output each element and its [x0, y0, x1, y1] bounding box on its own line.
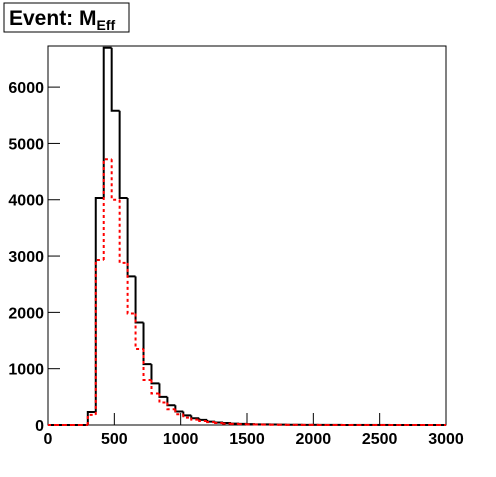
x-tick-label: 0	[44, 431, 53, 448]
x-tick-label: 2000	[296, 431, 332, 448]
y-tick-label: 1000	[8, 362, 44, 379]
y-tick-label: 6000	[8, 80, 44, 97]
y-tick-label: 3000	[8, 249, 44, 266]
x-tick-label: 2500	[362, 431, 398, 448]
y-tick-label: 5000	[8, 136, 44, 153]
title-main: Event: M	[9, 7, 97, 30]
x-tick-label: 500	[101, 431, 128, 448]
title-subscript: Eff	[97, 17, 116, 33]
x-tick-label: 1500	[229, 431, 265, 448]
y-tick-label: 2000	[8, 305, 44, 322]
x-tick-label: 1000	[163, 431, 199, 448]
y-tick-label: 4000	[8, 193, 44, 210]
x-tick-label: 3000	[428, 431, 464, 448]
